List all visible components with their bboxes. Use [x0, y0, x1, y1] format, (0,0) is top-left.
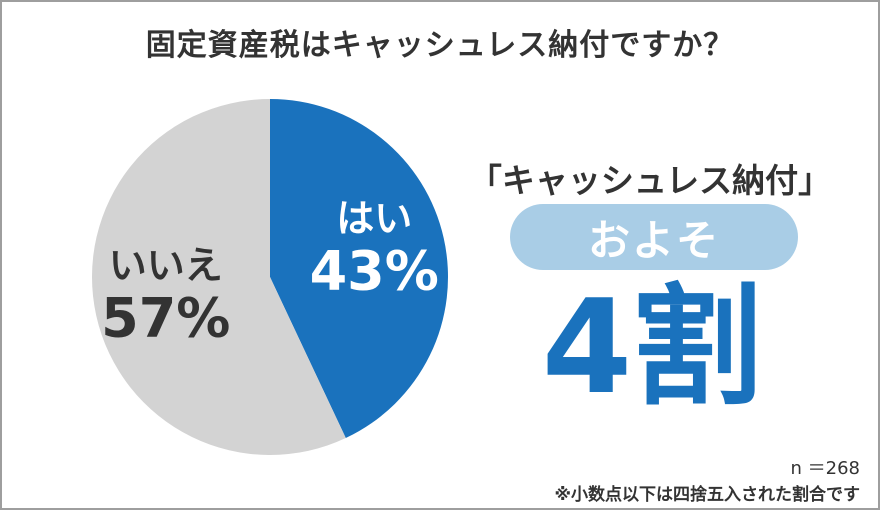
pie-slice-label-1: いいえ — [109, 243, 223, 287]
pie-slice-value-1: 57% — [101, 286, 230, 349]
pie-slice-value-0: 43% — [310, 240, 439, 303]
callout-pill-text: およそ — [587, 215, 720, 265]
callout-pill: およそ — [510, 204, 798, 270]
pie-slice-1 — [92, 99, 346, 455]
chart-title: 固定資産税はキャッシュレス納付ですか？ — [145, 28, 735, 63]
sample-size: n ＝268 — [790, 458, 861, 479]
callout-heading: 「キャッシュレス納付」 — [468, 161, 832, 200]
pie-slice-0 — [270, 99, 448, 439]
pie-slice-label-0: はい — [336, 197, 412, 241]
footnote: ※小数点以下は四捨五入された割合です — [554, 485, 860, 505]
callout-big-number: 4割 — [541, 271, 763, 423]
